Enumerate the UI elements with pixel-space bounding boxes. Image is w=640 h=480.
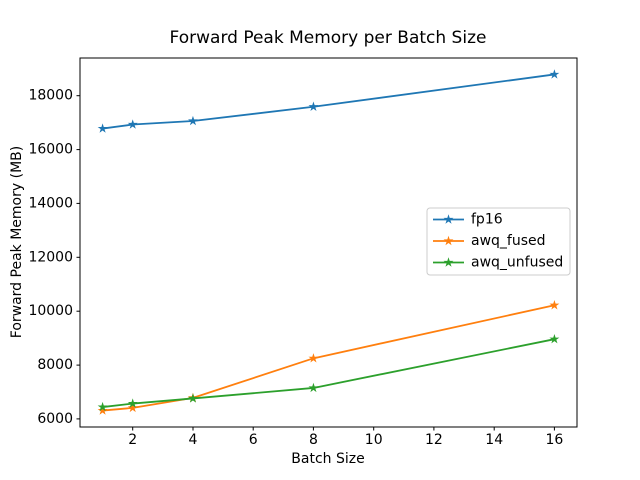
series-fp16 (97, 69, 560, 133)
y-tick-label: 16000 (28, 142, 73, 158)
x-tick-label: 8 (309, 432, 318, 448)
x-tick-label: 2 (128, 432, 137, 448)
legend-label-fp16: fp16 (471, 212, 503, 228)
series-line (101, 338, 556, 408)
legend-entry-awq_unfused: awq_unfused (433, 255, 563, 271)
data-point-marker (308, 101, 319, 111)
x-tick-label: 6 (249, 432, 258, 448)
data-point-marker (97, 405, 108, 415)
series-awq_fused (97, 300, 560, 415)
data-point-marker (308, 353, 319, 363)
data-point-marker (97, 401, 108, 412)
y-tick-label: 8000 (37, 357, 73, 373)
data-point-marker (549, 69, 560, 79)
data-point-marker (443, 214, 454, 224)
x-axis-title: Batch Size (291, 451, 365, 467)
legend-box (426, 207, 571, 276)
data-point-marker (549, 300, 560, 310)
x-tick-label: 16 (545, 432, 563, 448)
y-tick-label: 6000 (37, 411, 73, 427)
x-tick-label: 12 (425, 432, 443, 448)
y-tick-label: 12000 (28, 249, 73, 265)
data-point-marker (188, 115, 198, 126)
chart-title: Forward Peak Memory per Batch Size (169, 28, 487, 48)
data-point-marker (97, 123, 108, 133)
x-axis: 2 4 6 8 10 12 14 16 (128, 427, 563, 448)
data-point-marker (549, 333, 560, 344)
y-tick-label: 10000 (28, 303, 73, 319)
data-point-marker (188, 393, 198, 403)
data-point-marker (443, 235, 454, 246)
data-point-marker (308, 382, 319, 393)
data-point-marker (127, 119, 138, 129)
legend-label-awq_fused: awq_fused (471, 233, 546, 249)
y-axis: 6000 8000 10000 12000 14000 16000 18000 (28, 88, 80, 427)
legend-entry-fp16: fp16 (433, 212, 503, 228)
data-point-marker (127, 402, 138, 413)
plot-area (79, 57, 578, 428)
series-line (101, 73, 556, 130)
x-tick-label: 14 (485, 432, 503, 448)
legend: fp16 awq_fused awq_unfused (426, 207, 571, 276)
data-point-marker (443, 257, 454, 267)
x-tick-label: 10 (365, 432, 383, 448)
series-awq_unfused (97, 333, 560, 412)
legend-label-awq_unfused: awq_unfused (471, 255, 563, 271)
series-line (101, 304, 556, 412)
data-point-marker (127, 398, 138, 408)
y-axis-title: Forward Peak Memory (MB) (9, 145, 25, 339)
y-tick-label: 14000 (28, 195, 73, 211)
legend-entry-awq_fused: awq_fused (433, 233, 546, 249)
y-tick-label: 18000 (28, 88, 73, 104)
x-tick-label: 4 (189, 432, 198, 448)
